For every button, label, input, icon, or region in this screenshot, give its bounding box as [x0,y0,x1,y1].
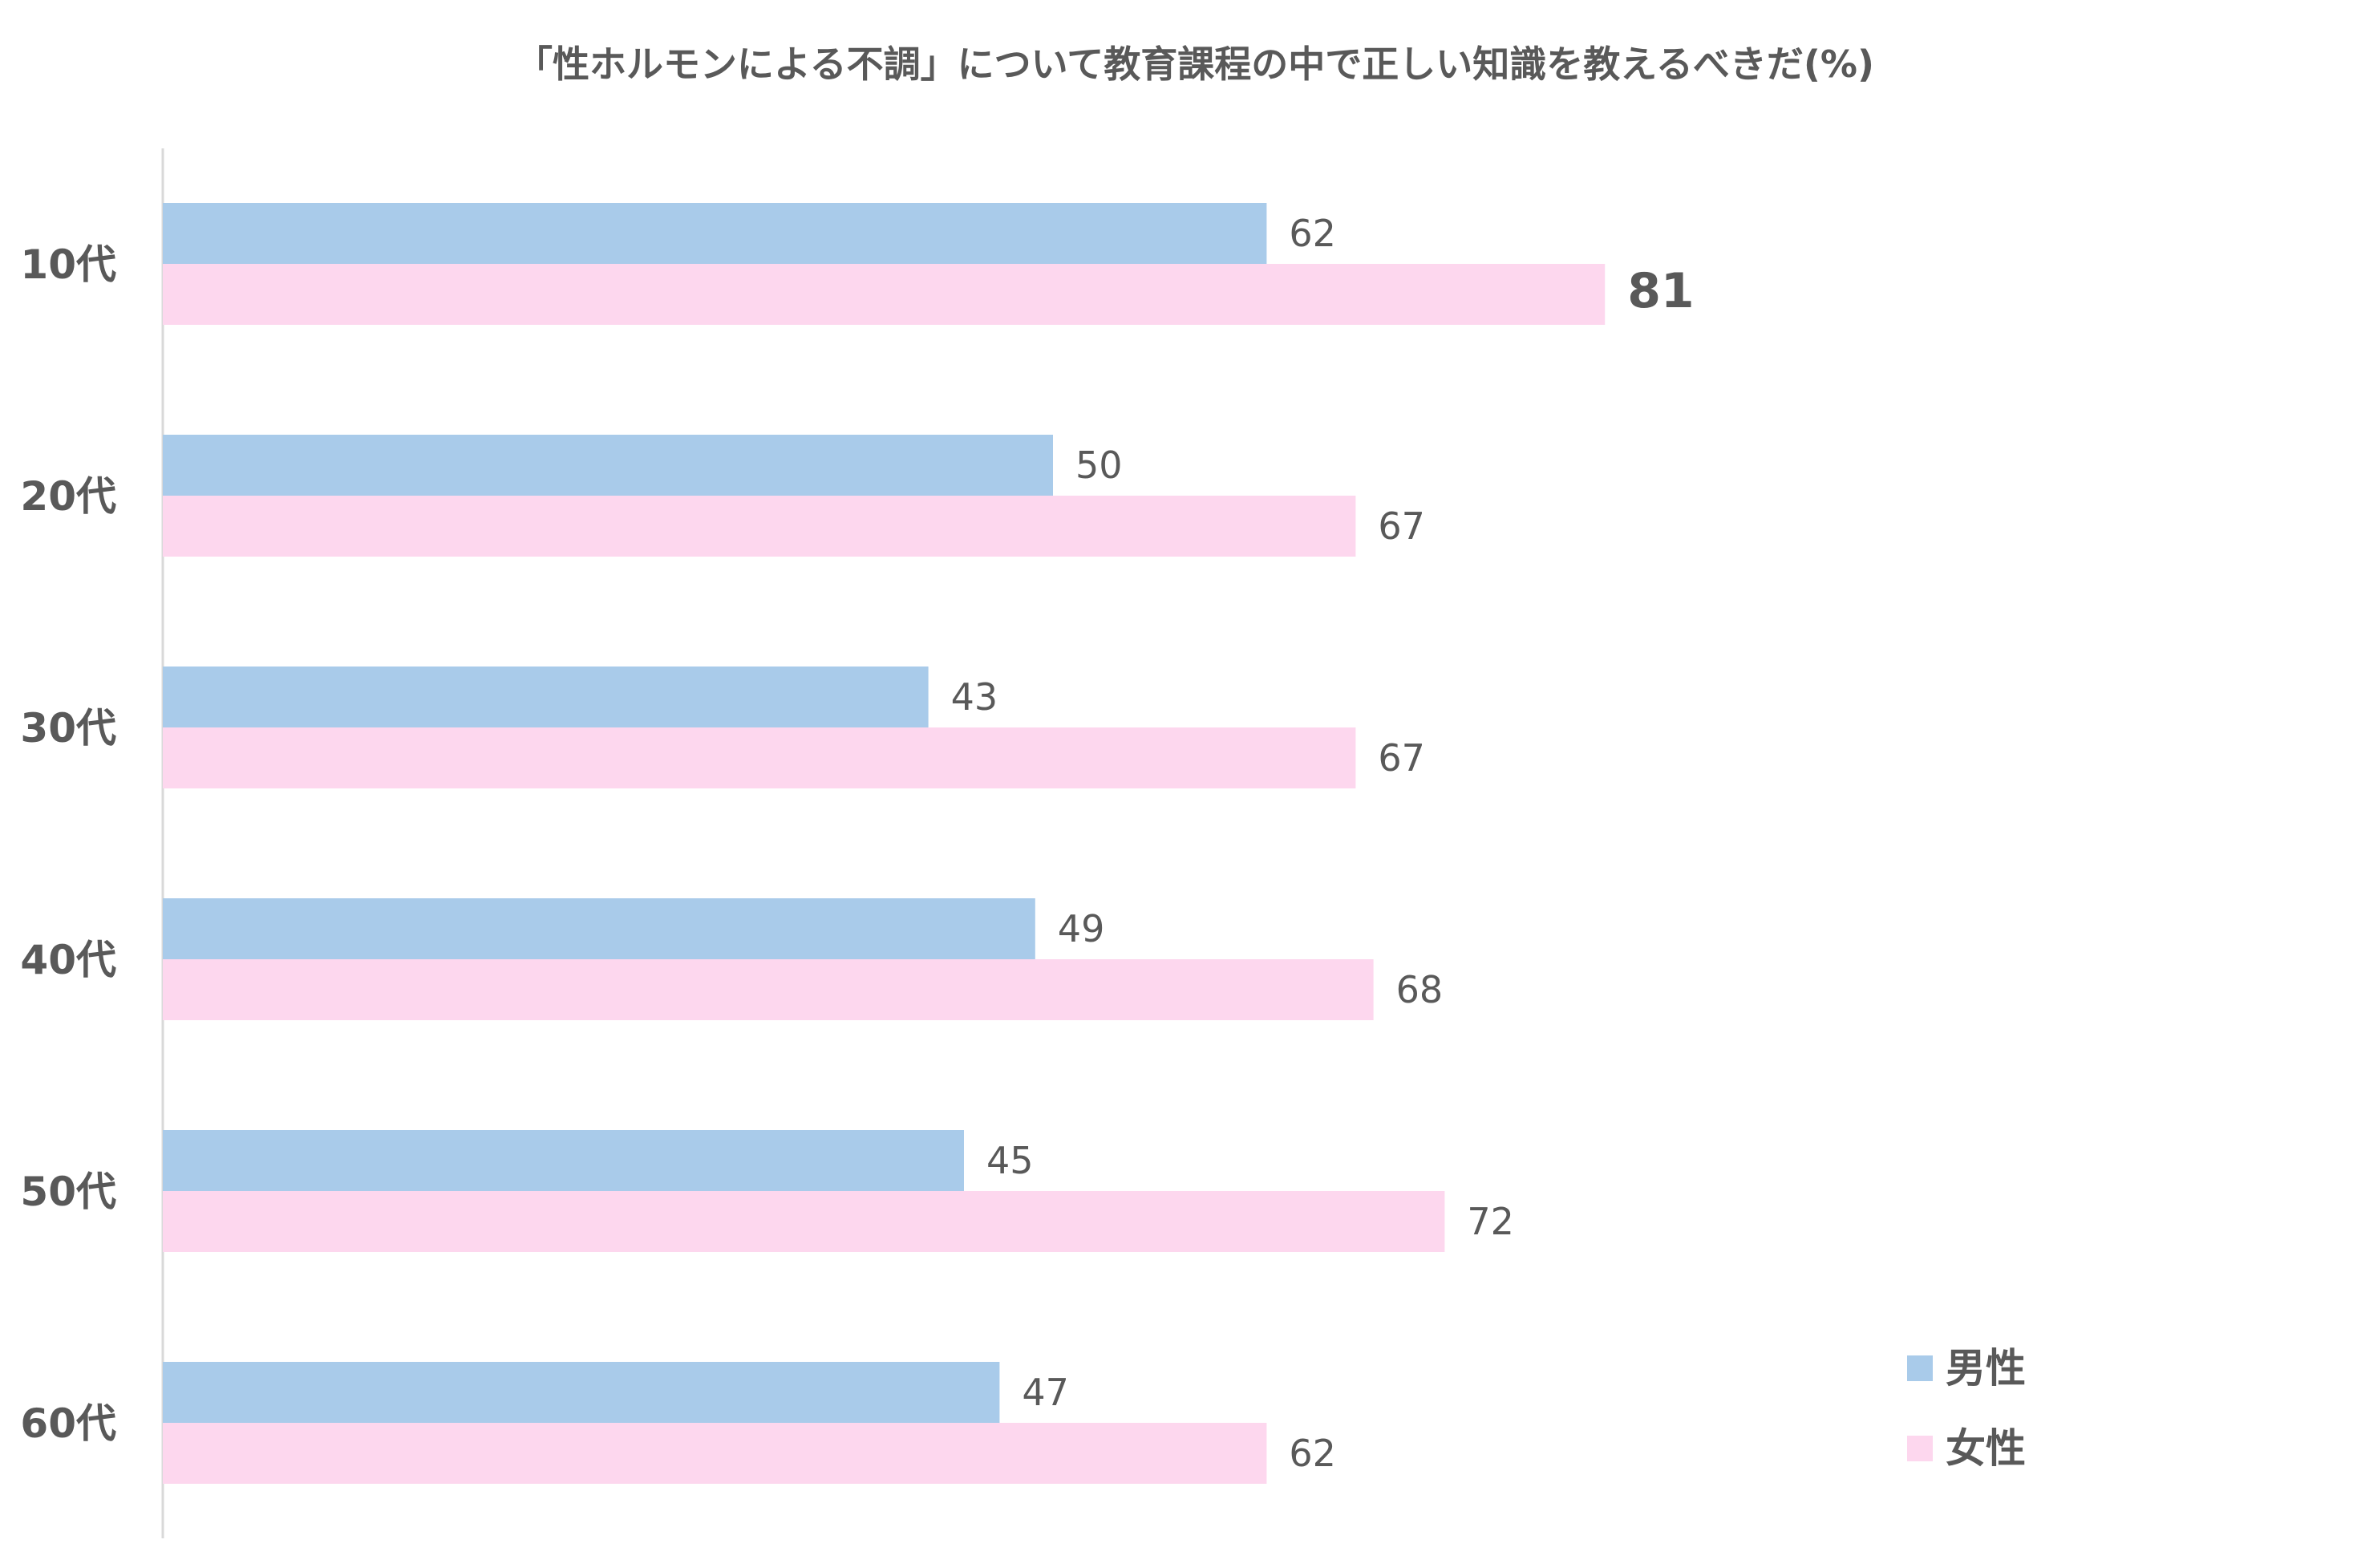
bar-female [163,1423,1267,1484]
legend-swatch-female [1907,1436,1933,1461]
bar-male [163,898,1035,959]
data-label: 81 [1627,263,1695,319]
category-label: 30代 [20,705,116,752]
data-label: 72 [1467,1200,1514,1243]
bars-layer: 10代 62 81 20代 50 67 30代 43 67 40代 49 68 50代 45 72 60代 47… [20,203,1695,1484]
legend-label-male: 男性 [1946,1345,2026,1392]
category-label: 10代 [20,241,116,288]
data-label: 45 [986,1139,1034,1182]
data-label: 50 [1075,444,1123,487]
data-label: 67 [1378,504,1425,548]
data-label: 68 [1396,968,1444,1011]
data-label: 49 [1058,907,1105,950]
bar-female [163,1191,1445,1252]
bar-female [163,264,1606,325]
chart-title: 「性ホルモンによる不調」について教育課程の中で正しい知識を教えるべきだ(%) [516,43,1874,86]
data-label: 62 [1289,1432,1336,1475]
bar-female [163,496,1356,557]
legend-swatch-male [1907,1355,1933,1381]
category-label: 40代 [20,937,116,983]
data-label: 43 [951,675,998,719]
category-label: 50代 [20,1169,116,1215]
data-label: 62 [1289,212,1336,255]
data-label: 67 [1378,736,1425,780]
bar-female [163,959,1374,1020]
legend-label-female: 女性 [1946,1425,2026,1472]
bar-male [163,1362,1000,1423]
bar-male [163,203,1267,264]
bar-male [163,1130,964,1191]
category-label: 60代 [20,1400,116,1447]
data-label: 47 [1022,1371,1069,1414]
bar-male [163,435,1053,496]
bar-male [163,667,929,727]
bar-female [163,727,1356,788]
category-label: 20代 [20,473,116,520]
